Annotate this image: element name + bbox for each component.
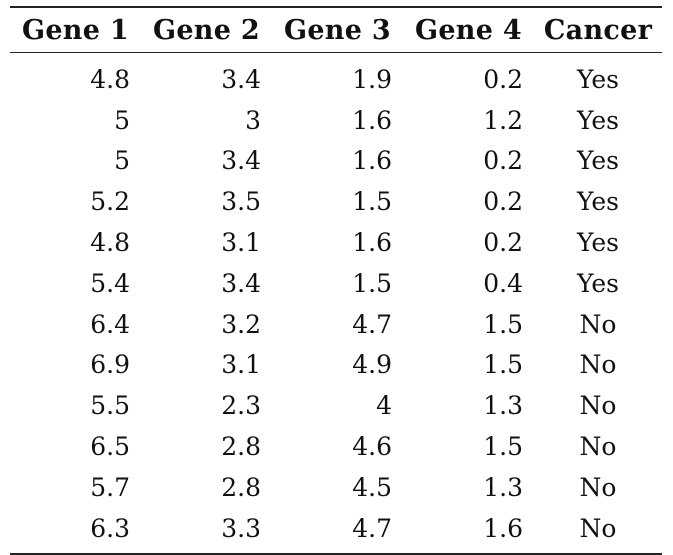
cell-gene-1: 5.4 [90, 268, 130, 298]
cell-cancer: No [579, 309, 617, 339]
cell-gene-2: 3 [245, 105, 261, 135]
cell-gene-3: 4.7 [352, 513, 392, 543]
cell-cancer: Yes [577, 105, 619, 135]
table-header: Gene 1 Gene 2 Gene 3 Gene 4 Cancer [10, 7, 662, 53]
cell-gene-2: 3.1 [221, 228, 261, 258]
cell-gene-3: 4.7 [352, 309, 392, 339]
cell-gene-4: 0.2 [483, 228, 523, 258]
cell-gene-4: 1.5 [483, 432, 523, 462]
cell-gene-4: 0.2 [483, 187, 523, 217]
cell-gene-1: 5 [114, 146, 130, 176]
cell-cancer: Yes [577, 146, 619, 176]
table-row: 6.9 3.1 4.9 1.5 No [10, 345, 662, 386]
cell-gene-1: 5.5 [90, 391, 130, 421]
cell-gene-4: 0.4 [483, 268, 523, 298]
cell-gene-3: 4.9 [352, 350, 392, 380]
cell-cancer: Yes [577, 64, 619, 94]
header-cancer: Cancer [543, 14, 653, 46]
table-row: 4.8 3.4 1.9 0.2 Yes [10, 53, 662, 100]
cell-gene-3: 1.6 [352, 228, 392, 258]
cell-gene-4: 1.2 [483, 105, 523, 135]
header-gene-1: Gene 1 [21, 14, 130, 46]
cell-gene-2: 3.4 [221, 64, 261, 94]
cell-gene-4: 1.5 [483, 309, 523, 339]
table-row: 6.3 3.3 4.7 1.6 No [10, 508, 662, 554]
cell-gene-1: 5.7 [90, 472, 130, 502]
cell-gene-3: 1.5 [352, 187, 392, 217]
cell-gene-4: 1.3 [483, 472, 523, 502]
cell-gene-3: 4.6 [352, 432, 392, 462]
cell-gene-4: 0.2 [483, 64, 523, 94]
cell-gene-2: 3.5 [221, 187, 261, 217]
table-body: 4.8 3.4 1.9 0.2 Yes 5 3 1.6 1.2 Yes 5 3.4 1.6 0.2 Yes 5… [10, 53, 662, 554]
table-row: 6.4 3.2 4.7 1.5 No [10, 304, 662, 345]
cell-gene-1: 4.8 [90, 228, 130, 258]
cell-cancer: No [579, 472, 617, 502]
cell-cancer: Yes [577, 187, 619, 217]
cell-gene-2: 2.8 [221, 472, 261, 502]
table-row: 5 3.4 1.6 0.2 Yes [10, 141, 662, 182]
cell-gene-2: 2.8 [221, 432, 261, 462]
cell-gene-3: 1.9 [352, 64, 392, 94]
table-row: 4.8 3.1 1.6 0.2 Yes [10, 222, 662, 263]
table-row: 5.7 2.8 4.5 1.3 No [10, 467, 662, 508]
header-row: Gene 1 Gene 2 Gene 3 Gene 4 Cancer [10, 7, 662, 53]
cell-gene-2: 3.1 [221, 350, 261, 380]
cell-gene-1: 6.3 [90, 513, 130, 543]
table-row: 5.4 3.4 1.5 0.4 Yes [10, 263, 662, 304]
cell-gene-1: 6.9 [90, 350, 130, 380]
cell-gene-4: 1.3 [483, 391, 523, 421]
table-row: 6.5 2.8 4.6 1.5 No [10, 426, 662, 467]
gene-data-table: Gene 1 Gene 2 Gene 3 Gene 4 Cancer 4.8 3.… [10, 6, 662, 555]
cell-gene-3: 4 [376, 391, 392, 421]
gene-data-table-container: Gene 1 Gene 2 Gene 3 Gene 4 Cancer 4.8 3.… [10, 6, 662, 555]
cell-gene-1: 5 [114, 105, 130, 135]
cell-gene-1: 5.2 [90, 187, 130, 217]
cell-cancer: No [579, 432, 617, 462]
table-row: 5 3 1.6 1.2 Yes [10, 100, 662, 141]
header-gene-2: Gene 2 [152, 14, 261, 46]
cell-gene-1: 6.4 [90, 309, 130, 339]
cell-gene-2: 3.3 [221, 513, 261, 543]
cell-cancer: Yes [577, 268, 619, 298]
cell-cancer: No [579, 513, 617, 543]
cell-cancer: Yes [577, 228, 619, 258]
cell-gene-3: 1.6 [352, 105, 392, 135]
cell-gene-1: 4.8 [90, 64, 130, 94]
table-row: 5.2 3.5 1.5 0.2 Yes [10, 181, 662, 222]
header-gene-3: Gene 3 [283, 14, 392, 46]
header-gene-4: Gene 4 [414, 14, 523, 46]
cell-gene-3: 1.6 [352, 146, 392, 176]
cell-cancer: No [579, 391, 617, 421]
cell-gene-4: 0.2 [483, 146, 523, 176]
cell-gene-4: 1.6 [483, 513, 523, 543]
cell-gene-3: 1.5 [352, 268, 392, 298]
table-row: 5.5 2.3 4 1.3 No [10, 385, 662, 426]
cell-gene-2: 2.3 [221, 391, 261, 421]
cell-gene-3: 4.5 [352, 472, 392, 502]
cell-cancer: No [579, 350, 617, 380]
cell-gene-1: 6.5 [90, 432, 130, 462]
cell-gene-2: 3.2 [221, 309, 261, 339]
cell-gene-2: 3.4 [221, 146, 261, 176]
cell-gene-4: 1.5 [483, 350, 523, 380]
cell-gene-2: 3.4 [221, 268, 261, 298]
